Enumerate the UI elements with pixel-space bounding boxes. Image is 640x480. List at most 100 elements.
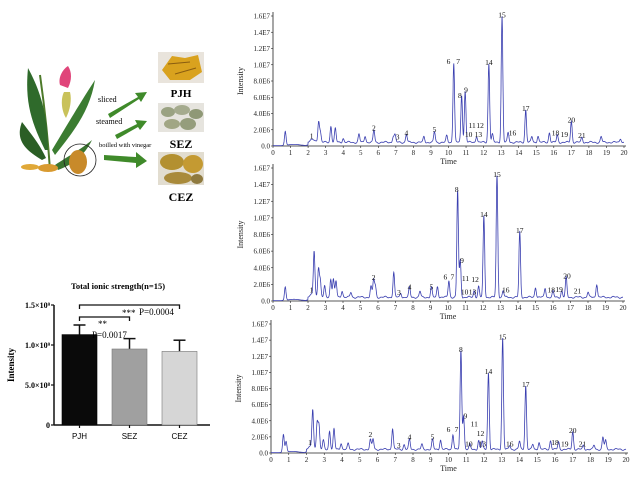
peak-label: 4: [408, 282, 412, 291]
y-tick-label: 1.2E7: [253, 45, 270, 53]
peak-label: 8: [458, 91, 462, 100]
cez-photo: [158, 152, 204, 185]
peak-label: 18: [548, 286, 556, 295]
y-tick-label: 6.0E6: [253, 94, 270, 102]
x-tick-label: 11: [463, 149, 470, 157]
peak-label: 16: [506, 440, 514, 449]
significance-bracket-pjh-sez: [78, 316, 131, 321]
x-tick-label: 15: [534, 456, 542, 464]
x-axis-label: Time: [440, 312, 457, 321]
peak-label: 2: [372, 273, 376, 282]
bar-y-tick-label: 1.0×10⁹: [25, 341, 51, 350]
p-value: P=0.0017: [92, 330, 127, 340]
step-boiled-label: boilled with vinegar: [99, 142, 152, 149]
y-tick-label: 2.0E6: [253, 126, 270, 134]
x-axis-label: Time: [440, 157, 457, 166]
x-tick-label: 20: [621, 149, 629, 157]
y-tick-label: 1.6E7: [251, 321, 268, 329]
peak-label: 16: [509, 128, 517, 137]
x-tick-label: 7: [394, 149, 398, 157]
peak-label: 10: [461, 287, 469, 296]
x-tick-label: 6: [376, 456, 380, 464]
peak-label: 17: [522, 380, 530, 389]
x-tick-label: 17: [567, 304, 575, 312]
peak-label: 9: [463, 411, 467, 420]
y-tick-label: 1.6E7: [253, 165, 270, 173]
peak-label: 12: [476, 121, 484, 130]
x-tick-label: 19: [605, 456, 613, 464]
x-tick-label: 20: [623, 456, 631, 464]
y-tick-label: 0.0: [261, 143, 270, 151]
peak-label: 17: [522, 104, 530, 113]
peak-label: 12: [477, 429, 485, 438]
bar-category-label: SEZ: [122, 432, 138, 441]
chromatogram-trace: [273, 16, 624, 146]
x-tick-label: 0: [271, 149, 275, 157]
peak-label: 14: [485, 58, 493, 67]
total-ionic-strength-bar-chart: Total ionic strength(n=15) Intensity 0 5.…: [6, 281, 210, 441]
y-tick-label: 2.0E6: [253, 281, 270, 289]
arrow-steamed: [115, 120, 147, 139]
x-tick-label: 5: [359, 149, 363, 157]
x-tick-label: 17: [568, 149, 576, 157]
peak-label: 21: [579, 440, 587, 449]
peak-label: 20: [568, 115, 576, 124]
x-tick-label: 19: [603, 149, 611, 157]
peak-label: 3: [397, 288, 401, 297]
y-tick-label: 6.0E6: [253, 248, 270, 256]
x-tick-label: 15: [532, 304, 540, 312]
y-tick-label: 8.0E6: [251, 385, 268, 393]
y-tick-label: 4.0E6: [251, 417, 268, 425]
x-tick-label: 17: [569, 456, 577, 464]
peak-label: 14: [485, 367, 493, 376]
peak-label: 10: [465, 440, 473, 449]
x-tick-label: 3: [323, 456, 327, 464]
chromatogram-trace: [271, 338, 627, 453]
peak-label: 11: [471, 419, 478, 428]
peak-label: 6: [447, 425, 451, 434]
peak-label: 19: [555, 285, 563, 294]
bar-y-tick-label: 5.0×10⁸: [25, 381, 51, 390]
x-tick-label: 16: [550, 304, 558, 312]
x-tick-label: 1: [289, 149, 293, 157]
x-tick-label: 3: [324, 149, 328, 157]
peak-label: 5: [430, 282, 434, 291]
arrow-boiled: [104, 152, 147, 168]
peak-label: 9: [464, 85, 468, 94]
peak-label: 3: [397, 441, 401, 450]
bar-category-label: PJH: [72, 432, 87, 441]
significance-bracket-pjh-cez: [78, 304, 181, 309]
peak-label: 15: [493, 170, 501, 179]
bar-y-axis-label: Intensity: [6, 348, 16, 383]
x-tick-label: 3: [324, 304, 328, 312]
y-tick-label: 1.0E7: [251, 369, 268, 377]
sez-label: SEZ: [170, 137, 193, 151]
peak-label: 11: [462, 274, 469, 283]
y-axis-label: Intensity: [234, 375, 243, 403]
chromatogram-pjh: 0 1 2 3 4 5 6 7 8 9 10 11 12 13 14 15 16 17 18 19 200.02.0E6…: [236, 11, 628, 166]
chromatogram-cez: 0 1 2 3 4 5 6 7 8 9 10 11 12 13 14 15 16 17 18 19 200.02.0E6…: [234, 320, 630, 473]
chromatogram-sez: 0 1 2 3 4 5 6 7 8 9 10 11 12 13 14 15 16 17 18 19 200.02.0E6…: [236, 164, 627, 321]
x-tick-label: 2: [306, 149, 310, 157]
y-tick-label: 1.0E7: [253, 214, 270, 222]
x-tick-label: 14: [515, 304, 523, 312]
peak-label: 20: [569, 426, 577, 435]
peak-label: 11: [469, 121, 476, 130]
peak-label: 20: [563, 272, 571, 281]
peak-label: 1: [310, 132, 314, 141]
step-steamed-label: steamed: [96, 117, 122, 126]
x-tick-label: 16: [552, 456, 560, 464]
peak-label: 2: [369, 430, 373, 439]
x-tick-label: 6: [376, 304, 380, 312]
y-tick-label: 1.2E7: [251, 353, 268, 361]
peak-label: 13: [475, 130, 483, 139]
y-tick-label: 6.0E6: [251, 401, 268, 409]
x-tick-label: 12: [481, 456, 489, 464]
x-tick-label: 1: [289, 304, 293, 312]
peak-label: 10: [465, 130, 473, 139]
x-tick-label: 14: [515, 149, 523, 157]
bar-chart-title: Total ionic strength(n=15): [71, 281, 165, 291]
x-tick-label: 4: [341, 304, 345, 312]
cez-label: CEZ: [169, 190, 194, 204]
